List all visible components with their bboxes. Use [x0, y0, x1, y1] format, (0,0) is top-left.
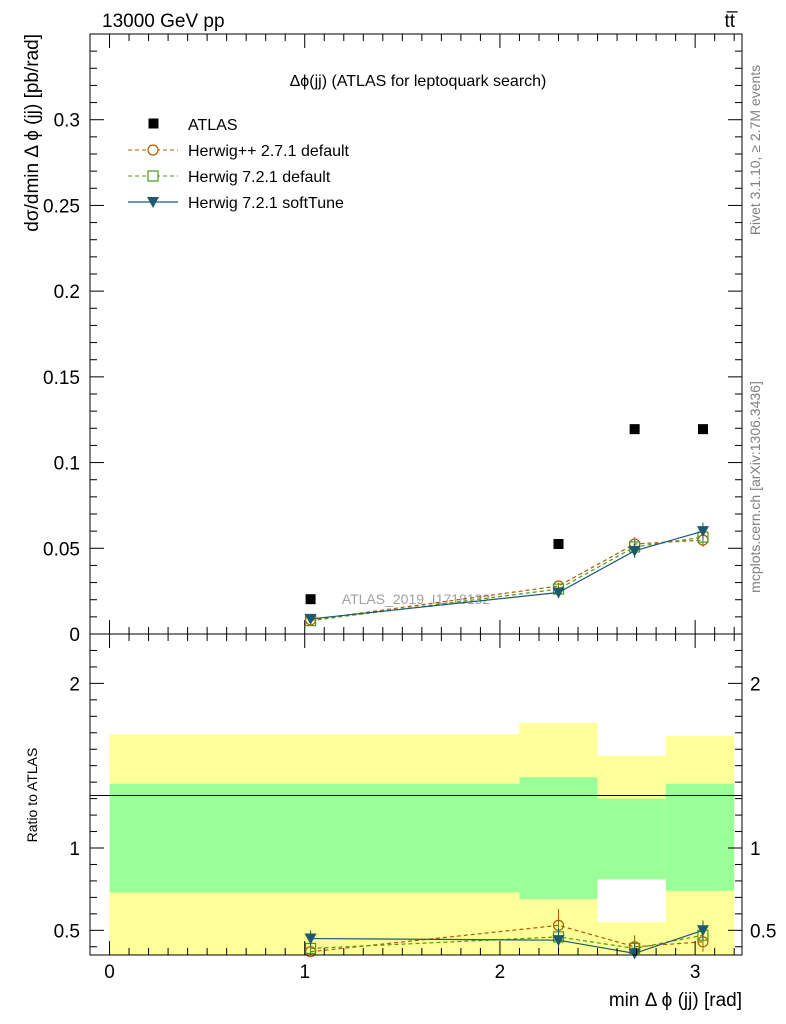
- main-y-tick-label: 0.05: [43, 539, 80, 560]
- ratio-ticks: [90, 634, 742, 955]
- ratio-y-tick-label-right: 0.5: [750, 921, 776, 942]
- legend-marker-atlas: [148, 118, 159, 129]
- ratio-y-tick-label: 2: [69, 674, 80, 695]
- ratio-point: [552, 935, 565, 947]
- series-3: [304, 522, 709, 625]
- legend-label-herwig7-softtune: Herwig 7.2.1 softTune: [188, 195, 344, 212]
- ratio-point: [628, 948, 641, 960]
- x-axis-label: min Δ ϕ (jj) [rad]: [609, 990, 742, 1011]
- x-tick-label: 1: [299, 962, 310, 983]
- ratio-band-green: [519, 777, 598, 900]
- process-label: tt̅: [724, 11, 738, 32]
- ratio-y-axis-label: Ratio to ATLAS: [24, 748, 40, 843]
- data-point: [696, 526, 709, 538]
- main-panel: 0 0.05 0.1 0.15 0.2 0.25 0.3 Δϕ(jj) (ATLAS for…: [22, 33, 743, 646]
- main-y-tick-label: 0.15: [43, 368, 80, 389]
- main-y-tick-label: 0.25: [43, 196, 80, 217]
- main-y-axis-label: dσ/dmin Δ ϕ (jj) [pb/rad]: [22, 34, 43, 232]
- main-y-tick-label: 0.2: [54, 282, 80, 303]
- ratio-y-tick-label-right: 1: [750, 839, 761, 860]
- energy-label: 13000 GeV pp: [102, 11, 225, 32]
- data-point: [552, 587, 565, 599]
- legend-marker-herwig7-default: [147, 170, 159, 182]
- mcplots-label: mcplots.cern.ch [arXiv:1306.3436]: [747, 381, 763, 593]
- ratio-line: [310, 929, 704, 954]
- series-line: [310, 530, 704, 620]
- series-2: [304, 530, 709, 627]
- ratio-band-gap: [597, 879, 666, 923]
- legend-label-herwig7-default: Herwig 7.2.1 default: [188, 169, 331, 186]
- legend: ATLAS Herwig++ 2.7.1 default Herwig 7.2.…: [128, 117, 350, 212]
- data-point: [697, 424, 708, 435]
- data-point: [305, 594, 316, 605]
- legend-label-atlas: ATLAS: [188, 117, 238, 134]
- data-point: [629, 424, 640, 435]
- x-tick-label: 3: [690, 962, 701, 983]
- ratio-series: [304, 908, 709, 960]
- ratio-y-tick-label-right: 2: [750, 674, 761, 695]
- data-point: [553, 539, 564, 549]
- ratio-y-tick-label: 0.5: [54, 921, 80, 942]
- main-y-tick-label: 0.1: [54, 454, 80, 475]
- data-point: [304, 613, 317, 625]
- series-0: [305, 424, 708, 605]
- ratio-band-green: [109, 783, 520, 893]
- ratio-panel: 0.5 0.5 1 1 2 2 0 1 2 3 Ratio to ATLAS min Δ ϕ (…: [24, 633, 777, 1011]
- main-y-tick-label: 0.3: [54, 111, 80, 132]
- legend-marker-herwig7-softtune: [147, 197, 159, 208]
- ratio-y-tick-labels: 0.5 0.5 1 1 2 2: [54, 674, 777, 942]
- ratio-band-green: [597, 798, 666, 880]
- legend-marker-herwigpp: [147, 144, 159, 156]
- ratio-point: [696, 925, 709, 937]
- main-y-tick-labels: 0 0.05 0.1 0.15 0.2 0.25 0.3: [43, 111, 80, 646]
- x-tick-label: 2: [495, 962, 506, 983]
- watermark-label: ATLAS_2019_I1718132: [342, 591, 491, 607]
- data-point: [628, 545, 641, 557]
- series-line: [310, 539, 703, 621]
- ratio-point: [304, 933, 317, 945]
- ratio-band-green: [665, 783, 735, 891]
- ratio-bands: [109, 722, 735, 955]
- ratio-x-tick-labels: 0 1 2 3: [104, 962, 700, 983]
- legend-label-herwigpp: Herwig++ 2.7.1 default: [188, 143, 350, 160]
- main-y-tick-label: 0: [69, 625, 80, 646]
- rivet-label: Rivet 3.1.10, ≥ 2.7M events: [747, 65, 763, 235]
- series-line: [310, 536, 704, 622]
- ratio-series-2: [304, 920, 709, 960]
- chart-title: Δϕ(jj) (ATLAS for leptoquark search): [290, 73, 547, 90]
- x-tick-label: 0: [104, 962, 115, 983]
- main-series: [304, 424, 709, 627]
- ratio-frame: [89, 633, 743, 956]
- ratio-line: [310, 924, 704, 953]
- ratio-y-tick-label: 1: [69, 839, 80, 860]
- main-ticks: [90, 34, 742, 635]
